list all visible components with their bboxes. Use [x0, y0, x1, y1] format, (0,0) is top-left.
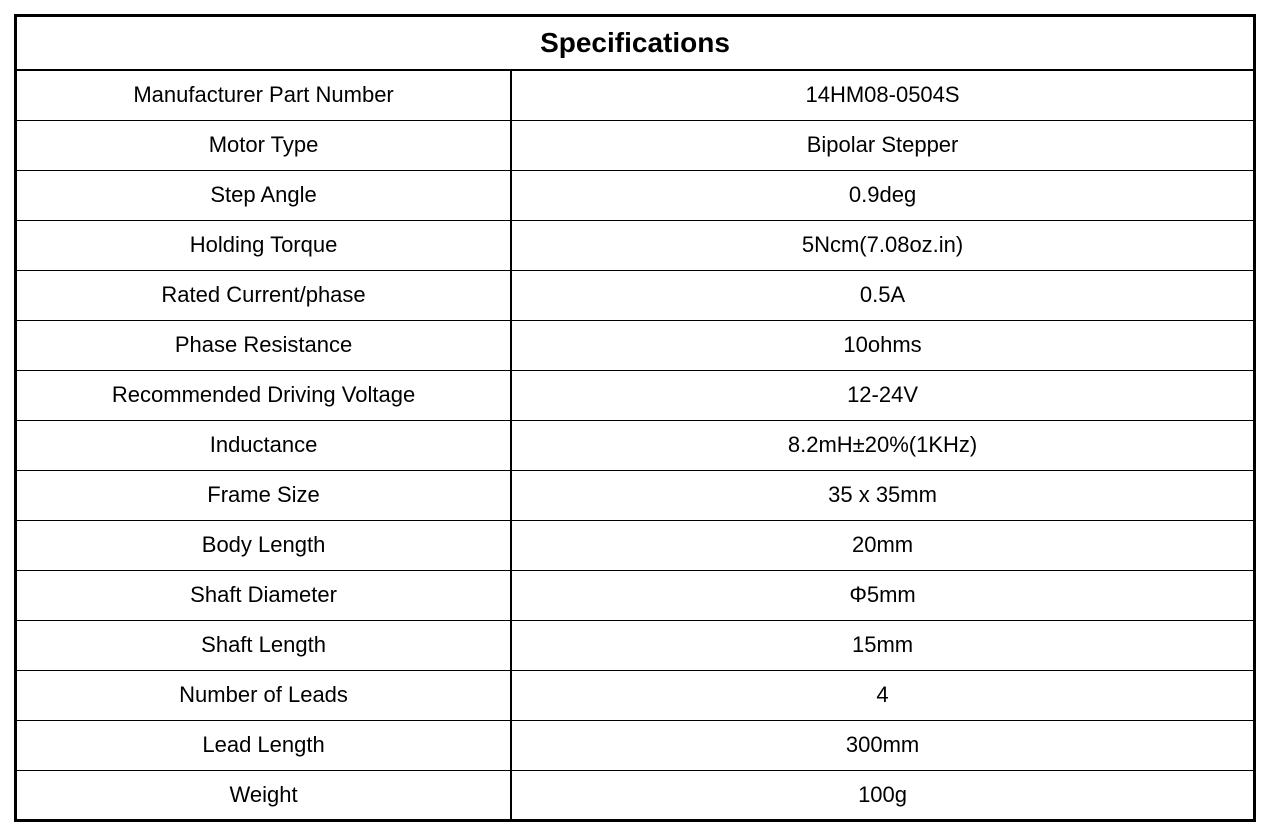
spec-value: 0.5A — [511, 270, 1254, 320]
table-row: Shaft Diameter Φ5mm — [16, 570, 1255, 620]
table-row: Lead Length 300mm — [16, 720, 1255, 770]
spec-value: 15mm — [511, 620, 1254, 670]
table-body: Manufacturer Part Number 14HM08-0504S Mo… — [16, 70, 1255, 820]
spec-value: 100g — [511, 770, 1254, 820]
table-row: Step Angle 0.9deg — [16, 170, 1255, 220]
table-row: Shaft Length 15mm — [16, 620, 1255, 670]
spec-label: Rated Current/phase — [16, 270, 512, 320]
table-row: Number of Leads 4 — [16, 670, 1255, 720]
spec-label: Shaft Diameter — [16, 570, 512, 620]
spec-label: Phase Resistance — [16, 320, 512, 370]
table-header-row: Specifications — [16, 16, 1255, 71]
spec-value: 4 — [511, 670, 1254, 720]
spec-value: 5Ncm(7.08oz.in) — [511, 220, 1254, 270]
spec-value: 20mm — [511, 520, 1254, 570]
spec-value: 0.9deg — [511, 170, 1254, 220]
spec-value: 300mm — [511, 720, 1254, 770]
spec-value: 8.2mH±20%(1KHz) — [511, 420, 1254, 470]
table-title: Specifications — [16, 16, 1255, 71]
spec-label: Shaft Length — [16, 620, 512, 670]
table-row: Rated Current/phase 0.5A — [16, 270, 1255, 320]
table-row: Weight 100g — [16, 770, 1255, 820]
spec-value: 14HM08-0504S — [511, 70, 1254, 120]
table-row: Recommended Driving Voltage 12-24V — [16, 370, 1255, 420]
spec-label: Manufacturer Part Number — [16, 70, 512, 120]
table-row: Manufacturer Part Number 14HM08-0504S — [16, 70, 1255, 120]
table-row: Inductance 8.2mH±20%(1KHz) — [16, 420, 1255, 470]
specifications-table: Specifications Manufacturer Part Number … — [14, 14, 1256, 822]
table-row: Frame Size 35 x 35mm — [16, 470, 1255, 520]
spec-label: Lead Length — [16, 720, 512, 770]
spec-value: Φ5mm — [511, 570, 1254, 620]
table-row: Phase Resistance 10ohms — [16, 320, 1255, 370]
spec-value: 10ohms — [511, 320, 1254, 370]
spec-value: 12-24V — [511, 370, 1254, 420]
spec-label: Step Angle — [16, 170, 512, 220]
spec-label: Inductance — [16, 420, 512, 470]
spec-value: 35 x 35mm — [511, 470, 1254, 520]
spec-label: Frame Size — [16, 470, 512, 520]
spec-label: Body Length — [16, 520, 512, 570]
table-row: Motor Type Bipolar Stepper — [16, 120, 1255, 170]
spec-label: Number of Leads — [16, 670, 512, 720]
spec-label: Motor Type — [16, 120, 512, 170]
spec-label: Holding Torque — [16, 220, 512, 270]
spec-label: Weight — [16, 770, 512, 820]
table-row: Body Length 20mm — [16, 520, 1255, 570]
table-row: Holding Torque 5Ncm(7.08oz.in) — [16, 220, 1255, 270]
spec-value: Bipolar Stepper — [511, 120, 1254, 170]
spec-label: Recommended Driving Voltage — [16, 370, 512, 420]
